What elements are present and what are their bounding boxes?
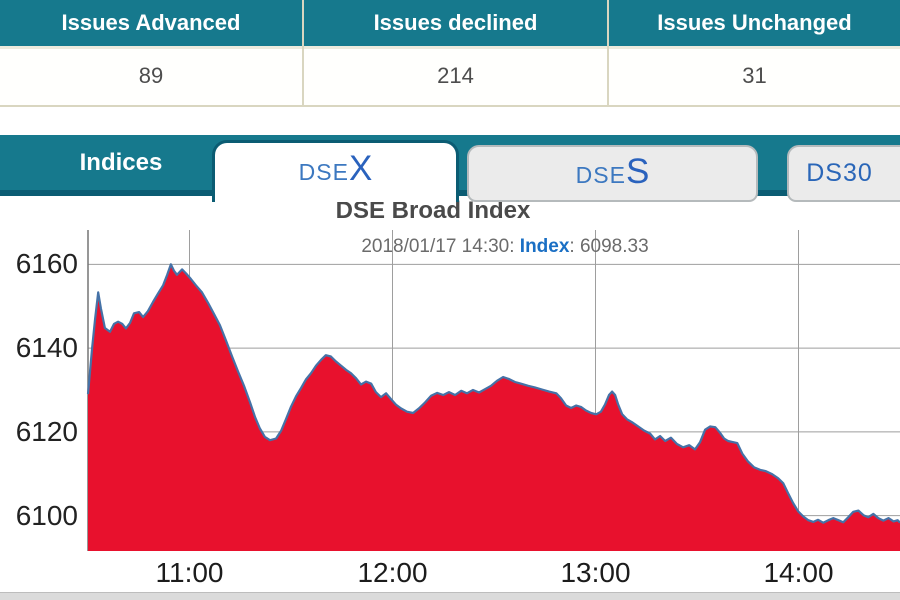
issues-unchanged-header: Issues Unchanged	[609, 0, 900, 49]
tab-dsex-label-suffix: X	[348, 149, 373, 188]
chart-subtitle-index-label: Index	[519, 236, 570, 257]
chart-subtitle: 2018/01/17 14:30: Index: 6098.33	[55, 236, 900, 258]
tab-ds30-label: DS30	[806, 159, 873, 187]
tab-ds30[interactable]: DS30	[787, 145, 900, 202]
summary-col-advanced: Issues Advanced 89	[0, 0, 302, 107]
issues-advanced-value: 89	[0, 49, 302, 107]
bottom-strip	[0, 592, 900, 600]
index-area-series	[88, 264, 900, 551]
issues-declined-header: Issues declined	[304, 0, 607, 49]
chart-subtitle-value: : 6098.33	[569, 236, 649, 257]
tab-dsex-label-prefix: DSE	[298, 159, 349, 185]
issues-declined-value: 214	[304, 49, 607, 107]
market-summary-table: Issues Advanced 89 Issues declined 214 I…	[0, 0, 900, 107]
tab-dses-label-suffix: S	[625, 152, 650, 191]
index-line-series	[86, 263, 900, 524]
issues-unchanged-value: 31	[609, 49, 900, 107]
tab-dses-label-prefix: DSE	[575, 162, 626, 188]
tab-dses[interactable]: DSES	[467, 145, 758, 202]
indices-panel-label: Indices	[79, 149, 163, 176]
summary-col-declined: Issues declined 214	[302, 0, 607, 107]
issues-advanced-header: Issues Advanced	[0, 0, 302, 49]
tab-dsex[interactable]: DSEX	[212, 140, 459, 202]
summary-col-unchanged: Issues Unchanged 31	[607, 0, 900, 107]
chart-subtitle-datetime: 2018/01/17 14:30:	[361, 236, 515, 257]
